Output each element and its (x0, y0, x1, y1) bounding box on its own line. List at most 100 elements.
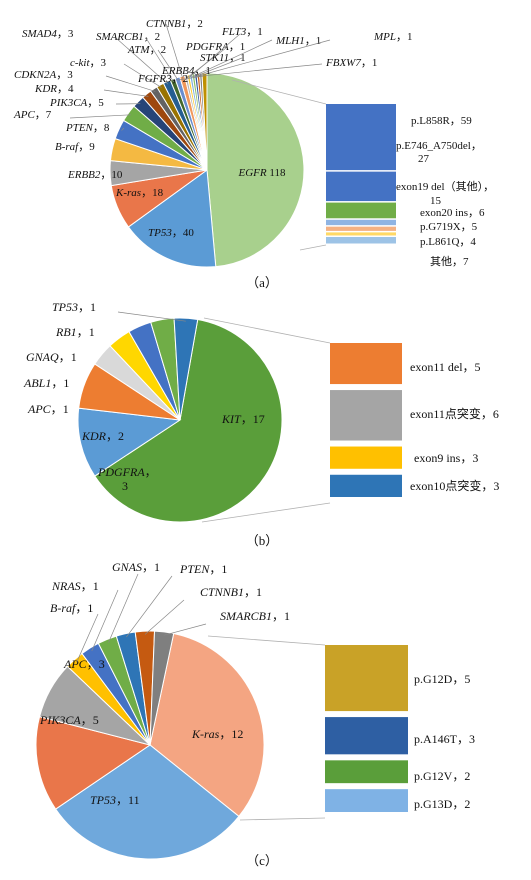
b-slice-tp53 (173, 317, 199, 421)
c-leader-nras (91, 589, 119, 652)
b-slice-pdgfra (77, 407, 182, 477)
a-label-kdr: KDR，4 (34, 83, 74, 95)
a-label-pik3ca: PIK3CA，5 (49, 97, 104, 109)
c-leader-gnas (108, 573, 139, 643)
b-breakdown-bar-1 (330, 390, 402, 441)
panel-c: K-ras，12 TP53，11 PIK3CA，5 APC，3 B-raf，1 NRAS，… (35, 560, 475, 860)
a-leader-pten (121, 127, 125, 131)
a-label-egfr: EGFR 118 (238, 167, 286, 179)
c-breakdown-label-0: p.G12D，5 (414, 672, 470, 686)
c-label-b-raf: B-raf，1 (50, 601, 93, 615)
a-breakdown-bar-6 (326, 236, 396, 244)
c-slice-pik3ca (35, 715, 152, 810)
panel-b-label: （b） (246, 533, 279, 548)
c-breakdown-label-1: p.A146T，3 (414, 732, 475, 746)
c-label-smarcb1: SMARCB1，1 (220, 609, 290, 623)
a-label-fgfr3: FGFR3，2 (137, 73, 188, 85)
a-breakdown-label-5: p.L861Q，4 (420, 236, 476, 248)
a-label-erbb2: ERBB2，10 (67, 169, 123, 181)
a-label-b-raf: B-raf，9 (55, 141, 95, 153)
b-breakdown-bar-3 (330, 474, 402, 497)
a-connector-1 (299, 244, 327, 251)
b-breakdown-label-0: exon11 del，5 (410, 360, 481, 374)
b-label-kit: KIT，17 (221, 412, 265, 426)
a-leader-cdkn2a (105, 75, 156, 92)
c-connector-0 (207, 635, 326, 646)
a-leader-erbb4 (183, 69, 202, 77)
c-connector-1 (239, 817, 326, 821)
a-label-mlh1: MLH1，1 (275, 35, 321, 47)
b-connector-0 (203, 317, 331, 344)
c-breakdown-bar-1 (325, 717, 408, 755)
b-breakdown-bar-0 (330, 343, 402, 385)
b-label-apc: APC，1 (27, 402, 69, 416)
c-label-tp53: TP53，11 (90, 793, 140, 807)
a-breakdown-bar-5 (326, 232, 396, 236)
b-label-pdgfra: PDGFRA， 3 (97, 465, 157, 493)
c-breakdown-label-3: p.G13D，2 (414, 797, 470, 811)
a-leader-c-kit (123, 63, 162, 88)
b-label-tp53: TP53，1 (52, 300, 96, 314)
c-label-nras: NRAS，1 (51, 579, 99, 593)
a-leader-mlh1 (191, 39, 273, 78)
a-breakdown-bar-2 (326, 202, 396, 219)
c-breakdown-label-2: p.G12V，2 (414, 769, 470, 783)
a-label-mpl: MPL，1 (373, 31, 413, 43)
c-leader-smarcb1 (163, 623, 207, 636)
a-label-stk11: STK11，1 (200, 52, 246, 64)
a-label-erbb4: ERBB4，1 (161, 65, 211, 77)
b-breakdown-bar-2 (330, 446, 402, 469)
a-leader-apc (69, 114, 131, 119)
a-breakdown-label-3: exon20 ins，6 (420, 207, 485, 219)
a-breakdown-label-1: p.E746_A750del， 27 (396, 140, 482, 165)
c-label-pten: PTEN，1 (179, 562, 227, 576)
panel-b: KIT，17 PDGFRA， 3 KDR，2 APC，1 ABL1，1 GNAQ，1 RB1，… (23, 300, 499, 523)
a-leader-stk11 (193, 57, 243, 78)
a-label-fbxw7: FBXW7，1 (325, 57, 377, 69)
panel-c-label: （c） (246, 853, 278, 868)
b-label-gnaq: GNAQ，1 (26, 350, 77, 364)
b-label-abl1: ABL1，1 (23, 376, 69, 390)
a-leader-atm (157, 49, 179, 81)
c-breakdown-bar-0 (325, 645, 408, 712)
a-connector-0 (231, 79, 327, 105)
a-label-atm: ATM，2 (127, 44, 166, 56)
a-leader-smarcb1 (145, 37, 174, 83)
a-label-pdgfra: PDGFRA，1 (185, 41, 245, 53)
c-label-apc: APC，3 (63, 657, 105, 671)
a-breakdown-bar-3 (326, 219, 396, 226)
c-leader-ctnnb1 (144, 599, 185, 635)
a-slice-tp53 (127, 169, 217, 268)
b-breakdown-label-3: exon10点突变，3 (410, 478, 499, 493)
a-label-smad4: SMAD4，3 (22, 28, 74, 40)
b-connector-1 (201, 502, 331, 523)
a-label-pten: PTEN，8 (65, 122, 110, 134)
c-label-ctnnb1: CTNNB1，1 (200, 585, 262, 599)
a-leader-ctnnb1 (165, 23, 184, 80)
a-label-flt3: FLT3，1 (221, 26, 263, 38)
b-breakdown-label-2: exon9 ins，3 (414, 451, 478, 465)
a-breakdown-bar-4 (326, 226, 396, 231)
b-label-rb1: RB1，1 (55, 325, 95, 339)
a-leader-fbxw7 (198, 63, 323, 77)
a-breakdown-label-4: p.G719X，5 (420, 221, 478, 233)
c-label-pik3ca: PIK3CA，5 (39, 713, 99, 727)
a-leader-mpl (196, 39, 331, 77)
a-label-k-ras: K-ras，18 (115, 187, 164, 199)
a-breakdown-bar-0 (326, 104, 396, 171)
c-label-k-ras: K-ras，12 (191, 727, 243, 741)
panel-a-label: （a） (246, 275, 278, 290)
a-breakdown-label-0: p.L858R，59 (411, 115, 472, 127)
a-label-smarcb1: SMARCB1，2 (96, 31, 160, 43)
a-label-tp53: TP53，40 (148, 227, 194, 239)
a-breakdown-label-6: 其他，7 (430, 255, 469, 268)
b-label-kdr: KDR，2 (81, 429, 124, 443)
panel-a: EGFR 118 TP53，40 K-ras，18 ERBB2，10 B-raf，9 PT… (13, 18, 494, 268)
a-slice-egfr (206, 72, 305, 268)
a-breakdown-bar-1 (326, 171, 396, 202)
a-label-ctnnb1: CTNNB1，2 (146, 18, 203, 30)
c-leader-b-raf (76, 613, 99, 663)
c-label-gnas: GNAS，1 (112, 560, 160, 574)
c-leader-pten (126, 575, 173, 638)
